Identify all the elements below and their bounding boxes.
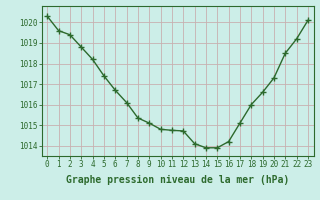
X-axis label: Graphe pression niveau de la mer (hPa): Graphe pression niveau de la mer (hPa): [66, 175, 289, 185]
